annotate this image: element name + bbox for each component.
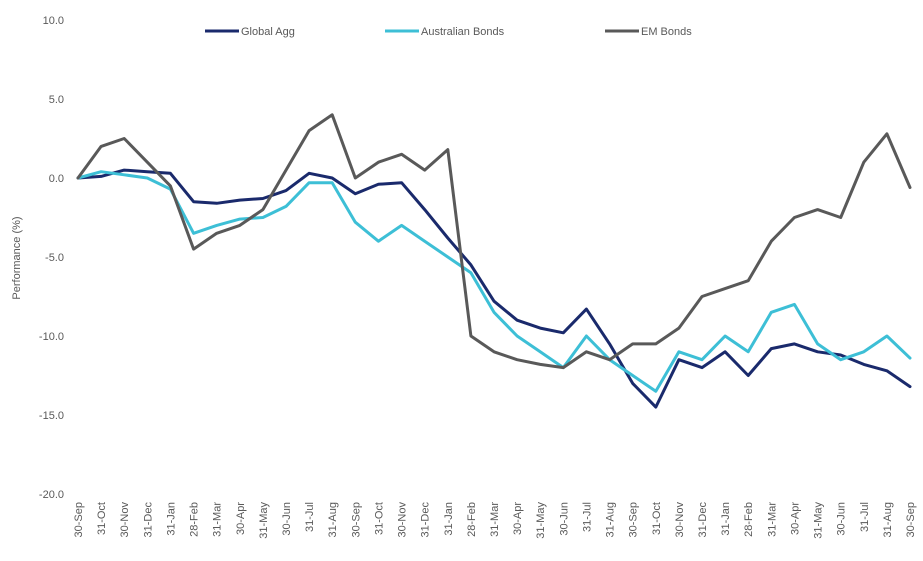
x-tick-label: 31-Oct: [373, 502, 385, 535]
y-tick-label: -15.0: [39, 410, 64, 422]
legend-label-global-agg: Global Agg: [241, 26, 295, 38]
x-tick-label: 31-Jul: [581, 502, 593, 532]
x-tick-label: 31-Mar: [489, 502, 501, 537]
y-tick-label: 10.0: [43, 15, 64, 27]
y-tick-label: 0.0: [49, 173, 64, 185]
legend: Global Agg Australian Bonds EM Bonds: [205, 26, 692, 38]
x-tick-label: 31-Jan: [443, 502, 455, 536]
series-line-global-agg: [76, 168, 912, 409]
x-tick-label: 31-Mar: [766, 502, 778, 537]
y-tick-label: 5.0: [49, 94, 64, 106]
x-tick-label: 31-May: [535, 502, 547, 539]
x-tick-label: 30-Jun: [558, 502, 570, 536]
x-tick-label: 28-Feb: [466, 502, 478, 537]
x-tick-label: 31-Aug: [327, 502, 339, 537]
legend-label-em-bonds: EM Bonds: [641, 26, 692, 38]
y-axis: 10.0 5.0 0.0 -5.0 -10.0 -15.0 -20.0: [39, 15, 64, 501]
x-tick-label: 31-Jul: [304, 502, 316, 532]
x-tick-label: 30-Nov: [119, 502, 131, 538]
x-tick-label: 31-Jul: [859, 502, 871, 532]
series-line-australian-bonds: [76, 170, 912, 393]
x-tick-label: 31-Oct: [651, 502, 663, 535]
x-tick-label: 30-Sep: [350, 502, 362, 537]
x-axis: 30-Sep 31-Oct 30-Nov 31-Dec 31-Jan 28-Feb 31-M…: [73, 502, 917, 539]
series-line-em-bonds: [76, 113, 912, 370]
x-tick-label: 31-Jan: [720, 502, 732, 536]
x-tick-label: 30-Apr: [235, 502, 247, 535]
x-tick-label: 30-Jun: [836, 502, 848, 536]
y-tick-label: -20.0: [39, 489, 64, 501]
x-tick-label: 30-Apr: [512, 502, 524, 535]
x-tick-label: 30-Sep: [628, 502, 640, 537]
series-layer: [76, 113, 912, 409]
x-tick-label: 31-Dec: [697, 502, 709, 538]
x-tick-label: 31-Dec: [142, 502, 154, 538]
x-tick-label: 31-Jan: [165, 502, 177, 536]
y-tick-label: -5.0: [45, 252, 64, 264]
x-tick-label: 31-May: [813, 502, 825, 539]
y-axis-title: Performance (%): [11, 216, 23, 299]
x-tick-label: 30-Jun: [281, 502, 293, 536]
x-tick-label: 30-Sep: [905, 502, 917, 537]
x-tick-label: 30-Nov: [674, 502, 686, 538]
x-tick-label: 31-Mar: [212, 502, 224, 537]
x-tick-label: 31-May: [258, 502, 270, 539]
x-tick-label: 30-Nov: [397, 502, 409, 538]
x-tick-label: 31-Oct: [96, 502, 108, 535]
x-tick-label: 28-Feb: [743, 502, 755, 537]
x-tick-label: 31-Aug: [605, 502, 617, 537]
x-tick-label: 30-Sep: [73, 502, 85, 537]
y-tick-label: -10.0: [39, 331, 64, 343]
x-tick-label: 31-Aug: [882, 502, 894, 537]
x-tick-label: 30-Apr: [789, 502, 801, 535]
x-tick-label: 31-Dec: [420, 502, 432, 538]
x-tick-label: 28-Feb: [189, 502, 201, 537]
legend-label-australian-bonds: Australian Bonds: [421, 26, 505, 38]
